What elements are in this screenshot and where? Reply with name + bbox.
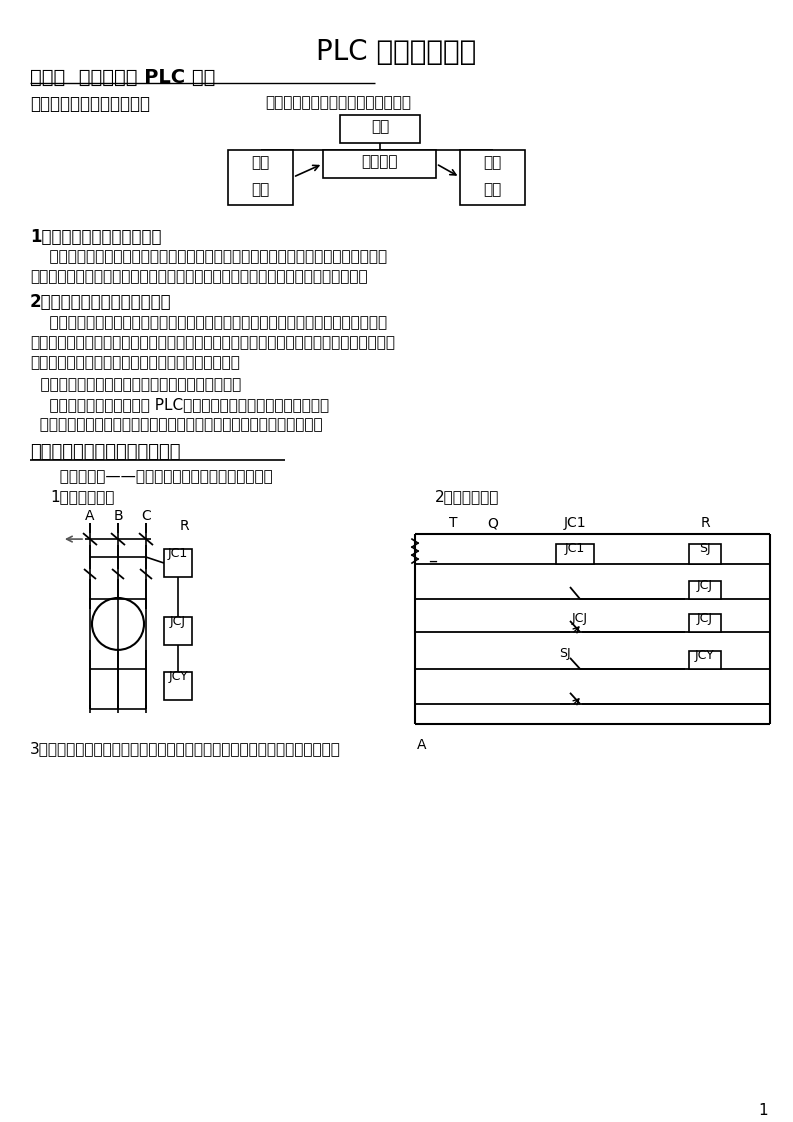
Bar [340, 114, 420, 142]
Text: 1、一次线路图: 1、一次线路图 [50, 489, 114, 504]
Bar [689, 581, 721, 599]
Text: 3、上图看出，二次回路图中为实现延时控制，要使用一个时间继电器，而在: 3、上图看出，二次回路图中为实现延时控制，要使用一个时间继电器，而在 [30, 741, 341, 756]
Text: SJ: SJ [559, 647, 571, 660]
Bar [323, 149, 436, 177]
Text: A: A [86, 509, 94, 523]
Text: 路或气路的通闸完成机械动作）、伺服马达（控制调节油路、气路的开度大小）等。: 路或气路的通闸完成机械动作）、伺服马达（控制调节油路、气路的开度大小）等。 [30, 269, 368, 285]
Bar [689, 614, 721, 632]
Text: 控制中心：记忆程序或信息、执行逻辑运算及判断: 控制中心：记忆程序或信息、执行逻辑运算及判断 [30, 377, 241, 393]
Text: R: R [179, 519, 189, 533]
Text: 电源: 电源 [371, 119, 389, 134]
Bar [164, 549, 192, 577]
Text: Q: Q [488, 516, 499, 530]
Text: JCJ: JCJ [697, 579, 713, 592]
Text: JC1: JC1 [564, 516, 586, 530]
Text: 设备电气系统一般由以下几部分组成: 设备电气系统一般由以下几部分组成 [265, 95, 411, 110]
Text: 近接开关（反映铁件运动位置）、光电开关（运动物体的位置）、编码器（反映物体运动距: 近接开关（反映铁件运动位置）、光电开关（运动物体的位置）、编码器（反映物体运动距 [30, 335, 395, 350]
Text: 常见控制中心部件有各类 PLC、继电器、接触器、热继电器、等。: 常见控制中心部件有各类 PLC、继电器、接触器、热继电器、等。 [30, 397, 329, 412]
Text: 电源向输入元件、控制中心提供控制电源；向执行机构提供电气动力。: 电源向输入元件、控制中心提供控制电源；向执行机构提供电气动力。 [30, 417, 323, 432]
Text: 控制中心: 控制中心 [362, 154, 398, 168]
Text: 1、执行机构：执行工作命令: 1、执行机构：执行工作命令 [30, 228, 162, 246]
Text: B: B [113, 509, 123, 523]
Bar [164, 617, 192, 645]
Text: SJ: SJ [699, 542, 711, 555]
Text: 输入: 输入 [251, 155, 270, 169]
Bar [228, 149, 293, 204]
Bar [689, 651, 721, 669]
Text: JCY: JCY [695, 649, 714, 662]
Text: T: T [449, 516, 458, 530]
Bar [556, 544, 594, 564]
Text: 一、设备电气系统结构简介: 一、设备电气系统结构简介 [30, 95, 150, 113]
Text: C: C [141, 509, 151, 523]
Text: 2、输入元件：从外部取入信息: 2、输入元件：从外部取入信息 [30, 294, 171, 312]
Text: JC1: JC1 [168, 548, 188, 560]
Text: 二、简单的单台电动机电气系统: 二、简单的单台电动机电气系统 [30, 443, 181, 461]
Text: 离）、热电偶（温度）、粉位感应器粉料位置）等。: 离）、热电偶（温度）、粉位感应器粉料位置）等。 [30, 356, 239, 370]
Text: A: A [417, 738, 427, 752]
Bar [164, 672, 192, 700]
Text: 1: 1 [758, 1103, 768, 1119]
Text: 元件: 元件 [251, 182, 270, 196]
Text: –: – [428, 552, 438, 570]
Bar [689, 544, 721, 564]
Text: 机构: 机构 [484, 182, 502, 196]
Text: JCJ: JCJ [572, 611, 588, 625]
Text: 执行: 执行 [484, 155, 502, 169]
Text: JCJ: JCJ [697, 611, 713, 625]
Text: 2、二次线路图: 2、二次线路图 [435, 489, 500, 504]
Text: JCY: JCY [168, 670, 188, 683]
Text: 陶瓷行业中常见的执行机构有：电动机（普通、带刹车、带离合）、电磁阀（控制油: 陶瓷行业中常见的执行机构有：电动机（普通、带刹车、带离合）、电磁阀（控制油 [30, 249, 387, 265]
Text: JC1: JC1 [565, 542, 585, 555]
Bar [460, 149, 525, 204]
Text: 第一章  电气系统及 PLC 简介: 第一章 电气系统及 PLC 简介 [30, 68, 216, 86]
Text: 例：一台星——角启动的鼠笼式电动机的电气系统: 例：一台星——角启动的鼠笼式电动机的电气系统 [50, 469, 273, 485]
Text: PLC 初级培训教材: PLC 初级培训教材 [316, 38, 476, 66]
Text: R: R [700, 516, 710, 530]
Text: 陶瓷行业中常见的输入元件有：各类主令电器（开头、按扭）、行程开关（位置）、: 陶瓷行业中常见的输入元件有：各类主令电器（开头、按扭）、行程开关（位置）、 [30, 315, 387, 331]
Text: JCJ: JCJ [170, 615, 186, 628]
